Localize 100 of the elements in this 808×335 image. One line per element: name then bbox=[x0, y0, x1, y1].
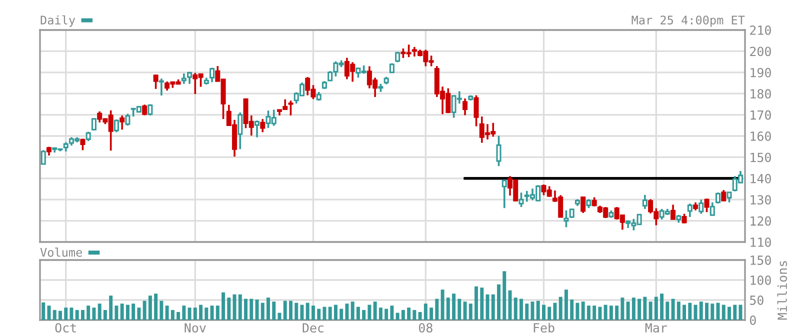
candlestick bbox=[40, 149, 46, 165]
candlestick bbox=[462, 98, 468, 116]
bar bbox=[334, 304, 338, 320]
bar bbox=[666, 302, 670, 320]
bar bbox=[424, 304, 428, 320]
bar bbox=[497, 284, 500, 320]
bar bbox=[643, 296, 647, 320]
y-tick-label: 130 bbox=[750, 195, 771, 205]
candlestick bbox=[260, 118, 266, 134]
bar bbox=[474, 286, 478, 320]
chart-title: Daily bbox=[40, 15, 76, 27]
bar bbox=[446, 298, 450, 320]
y-tick-label: 150 bbox=[750, 256, 771, 265]
candlestick bbox=[721, 189, 726, 202]
bar bbox=[463, 302, 467, 320]
bar bbox=[86, 306, 90, 320]
y-tick-label: 200 bbox=[750, 46, 771, 56]
bar bbox=[604, 304, 608, 320]
bar bbox=[705, 302, 709, 320]
bar bbox=[390, 306, 394, 320]
bar bbox=[193, 308, 197, 320]
bar bbox=[188, 308, 192, 320]
bar bbox=[58, 310, 62, 320]
bar bbox=[548, 306, 552, 320]
candlestick bbox=[518, 192, 524, 208]
bar bbox=[114, 306, 118, 320]
bar bbox=[576, 302, 580, 320]
bar bbox=[322, 306, 326, 320]
bar bbox=[648, 302, 652, 320]
y-tick-label: 180 bbox=[750, 89, 771, 99]
bar bbox=[103, 310, 107, 320]
candlestick bbox=[153, 74, 158, 90]
bar bbox=[126, 304, 130, 320]
bar bbox=[92, 308, 96, 320]
bar bbox=[289, 300, 292, 320]
bar bbox=[407, 308, 411, 320]
bar bbox=[440, 290, 444, 320]
candlestick bbox=[238, 112, 243, 150]
bar bbox=[75, 310, 79, 320]
bar bbox=[362, 310, 366, 320]
bar bbox=[570, 300, 574, 320]
bar bbox=[311, 306, 315, 320]
y-tick-label: 210 bbox=[750, 26, 771, 35]
bar bbox=[154, 294, 158, 320]
bar bbox=[654, 296, 658, 320]
y-tick-label: 50 bbox=[750, 296, 764, 305]
bar bbox=[598, 306, 602, 320]
candlestick bbox=[148, 103, 153, 116]
bar bbox=[412, 310, 416, 320]
bar bbox=[160, 300, 164, 320]
candlestick bbox=[120, 114, 125, 131]
bar bbox=[468, 304, 472, 320]
bar bbox=[204, 308, 208, 320]
bar bbox=[98, 304, 102, 320]
bar bbox=[502, 271, 506, 320]
chart-subtitle: Mar 25 4:00pm ET bbox=[632, 16, 745, 27]
y-tick-label: 160 bbox=[750, 132, 771, 141]
bar bbox=[199, 304, 203, 320]
candlestick bbox=[254, 120, 260, 138]
bar bbox=[558, 296, 562, 320]
candlestick bbox=[125, 112, 130, 127]
candlestick bbox=[496, 134, 502, 168]
bar bbox=[632, 298, 636, 320]
bar bbox=[345, 304, 349, 320]
bar bbox=[699, 302, 703, 320]
bar bbox=[638, 298, 642, 320]
candlestick bbox=[564, 210, 569, 228]
bar bbox=[266, 298, 270, 320]
bar bbox=[688, 302, 692, 320]
bar bbox=[396, 312, 400, 320]
bar bbox=[142, 300, 146, 320]
bar bbox=[435, 298, 439, 320]
bar bbox=[542, 304, 546, 320]
chart-title: Volume bbox=[40, 248, 82, 257]
bar bbox=[401, 310, 405, 320]
bar bbox=[480, 288, 484, 320]
candlestick bbox=[181, 72, 186, 85]
bar bbox=[182, 306, 186, 320]
bar bbox=[586, 306, 590, 320]
bar bbox=[581, 302, 585, 320]
bar bbox=[244, 298, 248, 320]
bar bbox=[671, 298, 675, 320]
bar bbox=[306, 302, 310, 320]
bar bbox=[626, 302, 630, 320]
bar bbox=[514, 298, 518, 320]
candlestick bbox=[642, 194, 648, 210]
x-tick-label: Mar bbox=[645, 323, 667, 333]
bar bbox=[64, 308, 68, 320]
bar bbox=[733, 304, 737, 320]
bar bbox=[722, 304, 726, 320]
bar bbox=[716, 302, 720, 320]
bar bbox=[216, 306, 220, 320]
bar bbox=[137, 308, 141, 320]
x-tick-label: Dec bbox=[302, 323, 324, 333]
candlestick bbox=[670, 204, 676, 220]
bar bbox=[553, 302, 557, 320]
y-tick-label: 190 bbox=[750, 68, 771, 78]
candlestick bbox=[592, 196, 597, 208]
candlestick bbox=[502, 178, 507, 209]
bar bbox=[300, 304, 304, 320]
